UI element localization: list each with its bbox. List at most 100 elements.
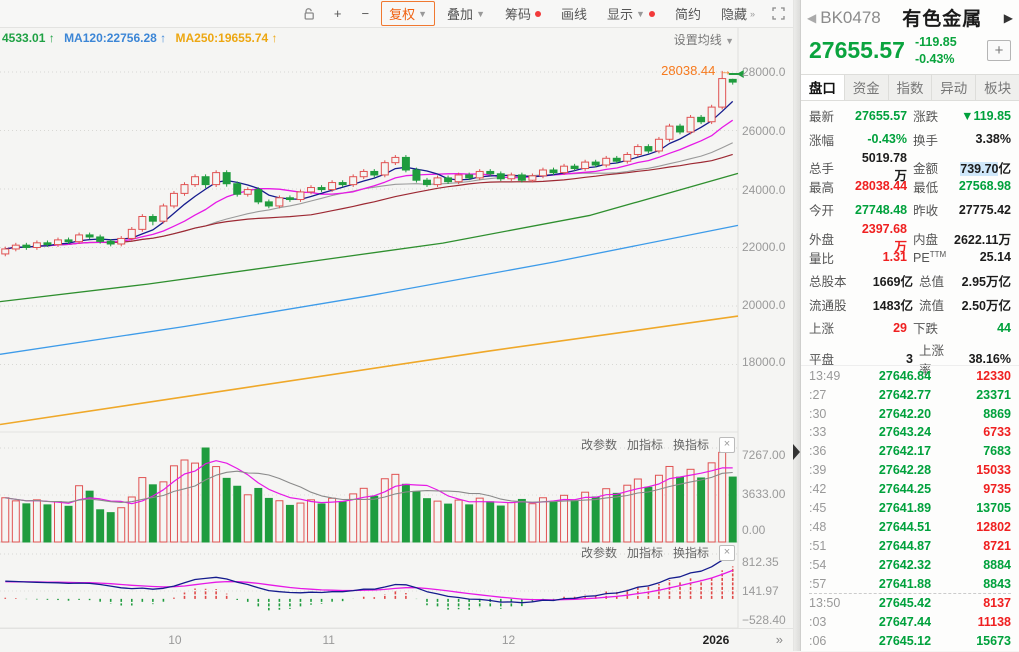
time-axis: » 10 11 12 2026 (0, 628, 793, 652)
tab-盘口[interactable]: 盘口 (801, 74, 845, 100)
chevron-down-icon: ▼ (418, 8, 428, 19)
high-price-annotation: 28038.44 → (661, 63, 732, 78)
tick-volume: 23371 (976, 387, 1011, 402)
tick-volume: 6733 (983, 425, 1011, 440)
notification-dot (535, 10, 541, 17)
tick-row: 13:49 27646.84 12330 (809, 366, 1011, 385)
field-value: 3 (906, 351, 913, 366)
overlay-label: 叠加 (447, 7, 474, 22)
field-label: 最低 (913, 180, 939, 195)
ma120-value: MA120:22756.28 ↑ (64, 31, 167, 45)
field-row: 总手 5019.78万 金额 739.70亿 (809, 151, 1011, 183)
axis-tick-label: 7267.00 (742, 448, 786, 462)
fullscreen-icon[interactable] (767, 4, 790, 23)
axis-tick-label: 20000.0 (742, 298, 786, 312)
zoom-in-button[interactable]: + (326, 3, 350, 24)
tick-price: 27642.32 (878, 557, 932, 572)
stock-name: 有色金属 (902, 9, 983, 30)
chip-label: 筹码 (504, 7, 531, 22)
axis-tick-label: −528.40 (742, 613, 786, 627)
chip-distribution-button[interactable]: 筹码 (497, 1, 549, 26)
panel-divider[interactable] (793, 0, 800, 651)
tab-指数[interactable]: 指数 (889, 74, 933, 100)
tick-row: :42 27644.25 9735 (809, 480, 1011, 499)
quote-header: ◀ BK0478 有色金属 ▶ 27655.57 -119.85 -0.43% … (801, 0, 1019, 68)
chevron-down-icon: ▼ (636, 8, 645, 19)
switch-indicator-link[interactable]: 换指标 (672, 546, 709, 560)
tick-row: :45 27641.89 13705 (809, 499, 1011, 518)
tick-row: :27 27642.77 23371 (809, 385, 1011, 404)
tick-row: :39 27642.28 15033 (809, 461, 1011, 480)
minus-icon: − (361, 6, 370, 21)
prev-stock-icon[interactable]: ◀ (807, 10, 817, 25)
modify-params-link[interactable]: 改参数 (580, 438, 617, 452)
next-stock-icon[interactable]: ▶ (1003, 10, 1013, 25)
overlay-button[interactable]: 叠加 ▼ (439, 1, 493, 26)
display-button[interactable]: 显示 ▼ (599, 1, 663, 26)
stock-code: BK0478 (820, 7, 881, 27)
change-percent: -0.43% (914, 51, 955, 66)
field-label: 金额 (913, 161, 939, 176)
field-value: 25.14 (979, 250, 1011, 265)
axis-tick-label: 141.97 (742, 584, 779, 598)
field-label: PETTM (913, 249, 947, 265)
add-to-watchlist-button[interactable]: + (987, 40, 1011, 62)
tick-price: 27645.12 (878, 634, 932, 649)
plus-icon: + (333, 6, 342, 21)
zoom-out-button[interactable]: − (354, 3, 378, 24)
field-value: 5019.78万 (861, 150, 907, 183)
adjust-mode-button[interactable]: 复权 ▼ (381, 1, 436, 26)
field-label: 总股本 (809, 275, 847, 290)
switch-indicator-link[interactable]: 换指标 (672, 438, 709, 452)
axis-tick-label: 26000.0 (742, 124, 786, 138)
field-label: 内盘 (913, 232, 939, 247)
kline-chart[interactable] (0, 28, 793, 628)
draw-line-button[interactable]: 画线 (553, 1, 595, 26)
field-label: 涨幅 (809, 133, 835, 148)
tick-time: :45 (809, 500, 827, 515)
tick-price: 27644.87 (878, 538, 932, 553)
field-value: 27748.48 (855, 202, 908, 217)
close-icon[interactable]: × (719, 436, 735, 453)
tick-price: 27644.25 (878, 482, 932, 497)
tab-异动[interactable]: 异动 (932, 74, 977, 100)
macd-pane-links: 改参数 加指标 换指标 × (581, 544, 735, 561)
tab-资金[interactable]: 资金 (845, 74, 889, 100)
tick-row: :03 27647.44 11138 (809, 613, 1011, 632)
tick-volume: 8884 (983, 557, 1011, 572)
field-row: 今开 27748.48 昨收 27775.42 (809, 198, 1011, 222)
tick-time: :03 (809, 615, 827, 630)
tick-price: 27645.42 (878, 596, 932, 611)
add-indicator-link[interactable]: 加指标 (626, 438, 663, 452)
field-value: 1483亿 (872, 298, 913, 313)
chart-area: + − 复权 ▼ 叠加 ▼ 筹码 画线 显示 ▼ 简约 (0, 0, 800, 652)
ma-legend: 4533.01 ↑ MA120:22756.28 ↑ MA250:19655.7… (2, 31, 284, 45)
quote-panel: ◀ BK0478 有色金属 ▶ 27655.57 -119.85 -0.43% … (800, 0, 1019, 651)
set-ma-dropdown[interactable]: 设置均线 ▼ (650, 31, 734, 48)
tick-volume: 15033 (976, 463, 1011, 478)
hide-button[interactable]: 隐藏 » (713, 1, 763, 26)
price-change: -119.85 -0.43% (915, 34, 987, 68)
tab-板块[interactable]: 板块 (984, 81, 1012, 97)
close-icon[interactable]: × (719, 544, 735, 561)
unlock-icon[interactable] (298, 4, 322, 24)
simple-mode-label: 简约 (674, 7, 701, 22)
axis-tick-label: 812.35 (742, 555, 779, 569)
scroll-right-icon[interactable]: » (775, 632, 783, 647)
tick-time: :42 (809, 482, 827, 497)
field-row: 平盘 3 上涨率 38.16% (809, 340, 1011, 377)
add-indicator-link[interactable]: 加指标 (626, 546, 663, 560)
modify-params-link[interactable]: 改参数 (580, 546, 617, 560)
tick-volume: 15673 (976, 634, 1011, 649)
field-value: ▼119.85 (961, 108, 1011, 123)
field-value: 27568.98 (958, 179, 1011, 194)
collapse-panel-icon[interactable] (793, 444, 800, 460)
field-row: 量比 1.31 PETTM 25.14 (809, 245, 1011, 269)
tick-volume: 8137 (983, 596, 1011, 611)
simple-mode-button[interactable]: 简约 (667, 1, 709, 26)
field-label: 平盘 (809, 353, 835, 368)
draw-line-label: 画线 (561, 7, 588, 22)
field-value: 38.16% (968, 351, 1011, 366)
field-label: 外盘 (809, 232, 835, 247)
ma250-value: MA250:19655.74 ↑ (175, 31, 278, 45)
